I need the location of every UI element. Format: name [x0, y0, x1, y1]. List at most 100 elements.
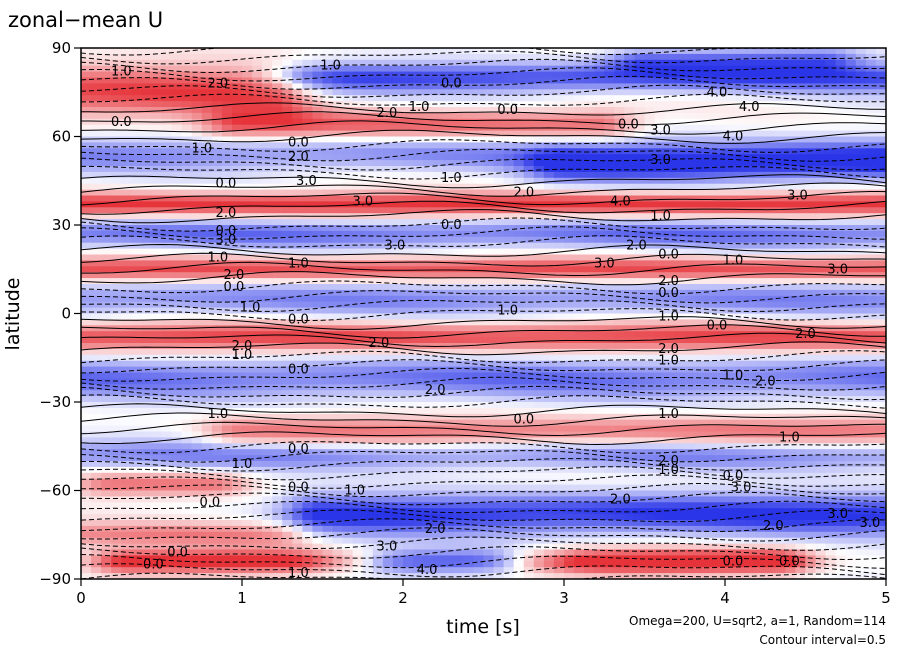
heatmap-cell: [211, 65, 223, 73]
heatmap-cell: [262, 242, 273, 250]
heatmap-cell: [81, 360, 92, 368]
heatmap-cell: [543, 242, 555, 250]
heatmap-cell: [242, 325, 253, 332]
heatmap-cell: [584, 325, 595, 332]
heatmap-cell: [121, 112, 132, 120]
heatmap-cell: [171, 148, 183, 155]
heatmap-cell: [403, 53, 414, 61]
heatmap-cell: [352, 53, 364, 61]
heatmap-cell: [382, 520, 394, 527]
heatmap-cell: [322, 549, 334, 556]
heatmap-cell: [282, 502, 293, 509]
heatmap-cell: [443, 455, 454, 462]
heatmap-cell: [473, 219, 485, 226]
heatmap-cell: [262, 502, 273, 509]
heatmap-cell: [141, 372, 153, 379]
heatmap-cell: [231, 478, 243, 486]
heatmap-cell: [171, 537, 183, 545]
heatmap-cell: [473, 331, 485, 338]
heatmap-cell: [433, 236, 444, 244]
heatmap-cell: [564, 48, 575, 55]
heatmap-cell: [483, 207, 495, 214]
heatmap-cell: [141, 207, 153, 214]
heatmap-cell: [493, 561, 505, 568]
heatmap-cell: [211, 213, 223, 220]
heatmap-cell: [171, 160, 183, 167]
heatmap-cell: [453, 543, 464, 551]
heatmap-cell: [473, 337, 485, 344]
heatmap-cell: [614, 561, 625, 568]
heatmap-cell: [292, 83, 303, 90]
heatmap-cell: [342, 130, 354, 138]
heatmap-cell: [191, 343, 203, 350]
heatmap-cell: [312, 295, 324, 303]
heatmap-cell: [121, 396, 132, 403]
heatmap-cell: [342, 396, 354, 403]
heatmap-cell: [151, 525, 163, 533]
heatmap-cell: [634, 313, 646, 320]
heatmap-cell: [584, 289, 595, 297]
heatmap-cell: [423, 396, 434, 403]
heatmap-cell: [191, 437, 203, 444]
heatmap-cell: [91, 177, 102, 185]
heatmap-cell: [221, 360, 233, 368]
heatmap-cell: [191, 484, 203, 492]
heatmap-cell: [614, 490, 625, 497]
heatmap-cell: [121, 77, 132, 84]
heatmap-cell: [463, 555, 475, 562]
heatmap-cell: [533, 154, 545, 161]
heatmap-cell: [614, 118, 625, 126]
heatmap-cell: [352, 59, 364, 67]
heatmap-cell: [262, 289, 273, 297]
heatmap-cell: [392, 407, 404, 415]
heatmap-cell: [513, 478, 525, 486]
heatmap-cell: [252, 466, 263, 474]
heatmap-cell: [543, 284, 555, 291]
heatmap-cell: [443, 89, 454, 96]
heatmap-cell: [614, 201, 625, 208]
heatmap-cell: [443, 154, 454, 161]
heatmap-cell: [503, 514, 515, 521]
heatmap-cell: [221, 543, 233, 551]
heatmap-cell: [191, 219, 203, 226]
heatmap-cell: [513, 366, 525, 374]
heatmap-cell: [523, 195, 535, 202]
heatmap-cell: [463, 360, 475, 368]
heatmap-cell: [423, 130, 434, 138]
heatmap-cell: [433, 201, 444, 208]
heatmap-cell: [483, 189, 495, 197]
heatmap-cell: [564, 537, 575, 545]
heatmap-cell: [493, 378, 505, 385]
heatmap-cell: [312, 160, 324, 167]
heatmap-cell: [101, 83, 112, 90]
heatmap-cell: [423, 325, 434, 332]
heatmap-cell: [513, 325, 525, 332]
heatmap-cell: [614, 354, 625, 362]
heatmap-cell: [543, 431, 555, 438]
heatmap-cell: [443, 313, 454, 320]
heatmap-cell: [252, 171, 263, 179]
heatmap-cell: [463, 154, 475, 161]
heatmap-cell: [211, 372, 223, 379]
heatmap-cell: [292, 177, 303, 185]
heatmap-cell: [493, 213, 505, 220]
heatmap-cell: [443, 260, 454, 267]
heatmap-cell: [463, 53, 475, 61]
heatmap-cell: [423, 219, 434, 226]
heatmap-cell: [403, 307, 414, 315]
heatmap-cell: [594, 183, 605, 191]
heatmap-cell: [604, 378, 615, 385]
heatmap-cell: [181, 502, 193, 509]
heatmap-cell: [533, 225, 545, 232]
heatmap-cell: [503, 531, 515, 539]
heatmap-cell: [403, 520, 414, 527]
heatmap-cell: [352, 407, 364, 415]
heatmap-cell: [292, 378, 303, 385]
heatmap-cell: [503, 443, 515, 450]
heatmap-cell: [191, 490, 203, 497]
heatmap-cell: [553, 189, 565, 197]
heatmap-cell: [282, 348, 293, 356]
heatmap-cell: [221, 484, 233, 492]
heatmap-cell: [161, 83, 173, 90]
heatmap-cell: [221, 236, 233, 244]
